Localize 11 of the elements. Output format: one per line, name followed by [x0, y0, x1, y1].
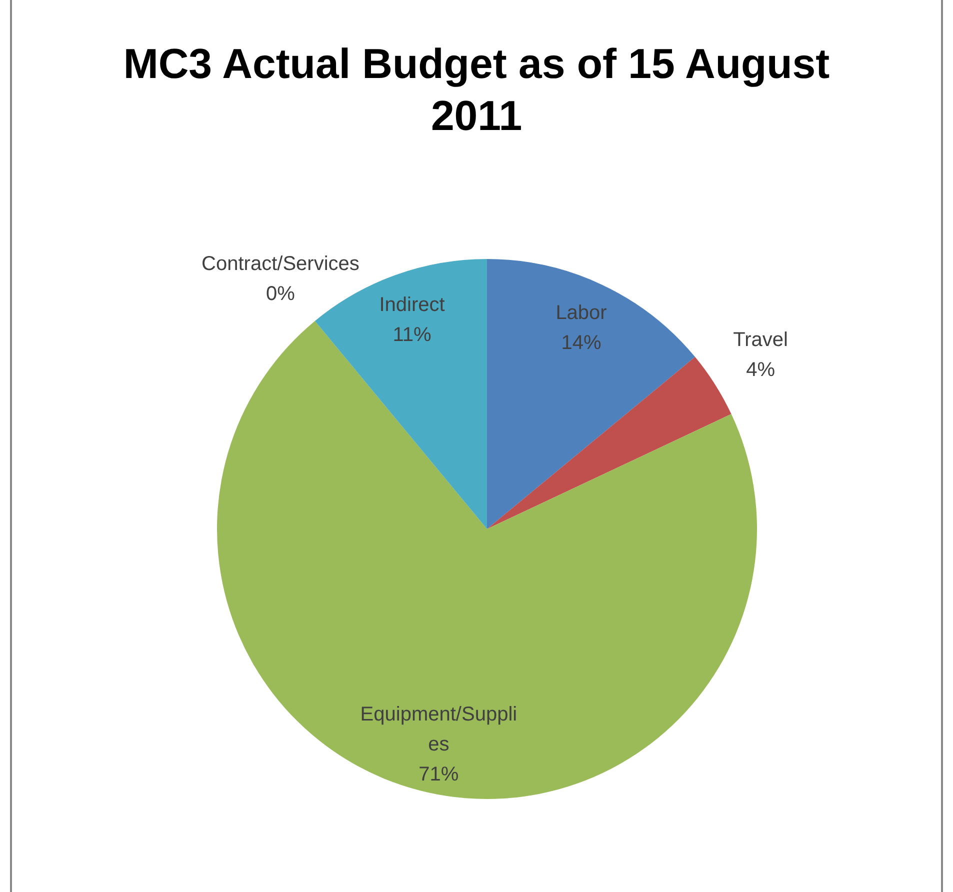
data-label: 71%: [418, 764, 459, 786]
chart-title: MC3 Actual Budget as of 15 August 2011: [122, 39, 831, 141]
slice-label: Labor: [556, 302, 608, 324]
data-label: 4%: [746, 358, 776, 381]
text: 0%: [266, 282, 295, 305]
category-label: Contract/Services: [202, 252, 360, 275]
slice-label: Travel: [733, 328, 788, 351]
slice-label: Equipment/Supplies: [360, 704, 518, 756]
data-label: 11%: [392, 324, 432, 346]
slice-label: Indirect: [379, 294, 446, 316]
data-label: 14%: [561, 332, 602, 354]
